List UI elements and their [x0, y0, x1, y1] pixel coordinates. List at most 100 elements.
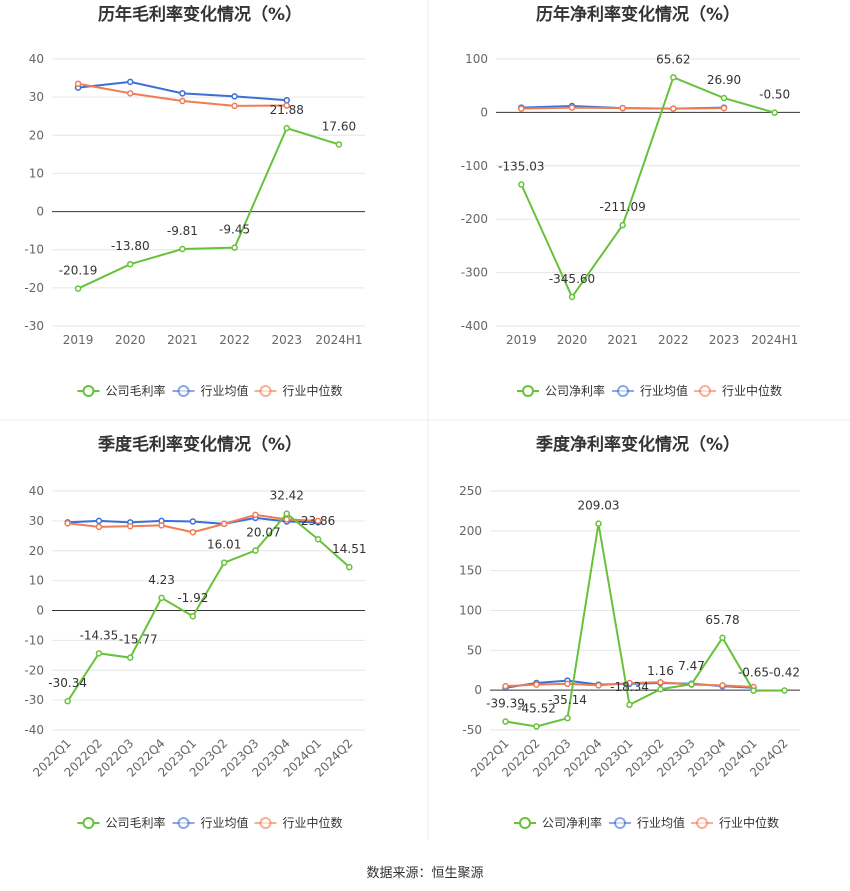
data-label: 1.16	[647, 664, 674, 678]
data-point-company	[771, 109, 778, 116]
data-point-company	[564, 714, 571, 722]
data-label: 7.47	[678, 659, 705, 673]
source-note: 数据来源：恒生聚源	[366, 866, 484, 881]
data-label: -20.19	[59, 264, 98, 278]
data-point-company	[688, 680, 695, 688]
y-tick-label: 10	[29, 574, 44, 588]
legend-swatch-marker	[82, 817, 95, 829]
data-point-company	[502, 718, 509, 725]
data-label: -1.92	[177, 591, 208, 605]
data-point-company	[189, 612, 197, 620]
data-point-company	[158, 594, 165, 602]
chart-quarterly-gross-margin: 季度毛利率变化情况（%）-40-30-20-100102030402022Q12…	[24, 434, 366, 830]
legend-swatch-marker	[522, 385, 534, 397]
data-point-industry_median	[283, 516, 290, 523]
legend-item: 公司净利率	[514, 815, 602, 830]
data-point-industry_median	[74, 80, 82, 88]
data-point-industry_median	[619, 104, 626, 112]
legend-swatch-marker	[617, 385, 629, 397]
data-point-industry_median	[719, 682, 726, 689]
y-tick-label: 100	[465, 52, 488, 66]
series-line-company	[66, 512, 351, 702]
data-point-industry_median	[720, 104, 728, 112]
data-point-industry_median	[64, 520, 71, 527]
y-tick-label: 40	[29, 52, 44, 66]
legend-item: 公司毛利率	[77, 383, 166, 398]
data-point-company	[657, 685, 664, 693]
legend-label: 行业中位数	[722, 383, 782, 398]
x-tick-label: 2022	[658, 333, 689, 347]
legend-swatch-marker	[177, 385, 190, 397]
y-tick-label: 50	[467, 643, 482, 657]
legend-item: 行业中位数	[691, 815, 779, 830]
data-point-industry_median	[95, 523, 103, 531]
data-point-company	[127, 260, 134, 268]
x-tick-label: 2023	[271, 333, 302, 347]
data-point-industry_median	[657, 678, 664, 686]
x-tick-label: 2023	[709, 333, 740, 347]
y-tick-label: 20	[29, 128, 44, 142]
data-point-industry_median	[626, 679, 633, 687]
chart-title: 季度毛利率变化情况（%）	[98, 434, 302, 455]
legend-item: 行业中位数	[254, 383, 343, 398]
data-point-company	[670, 74, 677, 81]
x-tick-label: 2020	[115, 333, 146, 347]
x-tick-label: 2021	[607, 333, 638, 347]
legend-item: 行业均值	[172, 815, 249, 830]
data-point-industry_median	[283, 102, 290, 109]
legend-swatch-marker	[177, 817, 190, 829]
legend-label: 公司净利率	[542, 815, 602, 830]
legend-swatch-marker	[699, 385, 711, 397]
x-tick-label: 2022	[219, 333, 250, 347]
data-point-industry_median	[220, 520, 228, 528]
data-point-company	[231, 244, 238, 251]
x-tick-label: 2019	[63, 333, 94, 347]
y-tick-label: 200	[459, 524, 482, 538]
y-tick-label: -20	[24, 663, 44, 677]
data-label: 65.62	[656, 52, 690, 66]
data-point-industry_median	[231, 102, 238, 110]
data-point-industry_median	[127, 523, 134, 530]
chart-quarterly-net-margin: 季度净利率变化情况（%）-500501001502002502022Q12022…	[459, 434, 800, 830]
y-tick-label: 0	[480, 105, 488, 119]
y-tick-label: -40	[24, 723, 44, 737]
data-label: -345.60	[549, 272, 595, 286]
legend-swatch-marker	[82, 385, 95, 397]
legend-item: 行业中位数	[694, 383, 782, 398]
data-label: 26.90	[707, 73, 741, 87]
data-label: 65.78	[705, 613, 739, 627]
y-tick-label: 150	[459, 564, 482, 578]
data-point-company	[252, 547, 259, 554]
data-point-industry_median	[314, 517, 322, 525]
y-tick-label: -200	[461, 212, 488, 226]
legend-item: 公司净利率	[517, 383, 605, 398]
data-label: -18.34	[610, 680, 649, 694]
x-tick-label: 2019	[506, 333, 537, 347]
data-point-company	[518, 181, 525, 188]
series-line-company	[505, 523, 785, 728]
chart-annual-net-margin: 历年净利率变化情况（%） -400 -300 -200 -100 0 100 2019 2020…	[461, 4, 800, 398]
data-point-industry_median	[252, 511, 259, 519]
data-point-company	[568, 293, 576, 301]
y-tick-label: -10	[24, 633, 44, 647]
y-tick-label: -300	[461, 266, 488, 280]
data-label: -9.81	[167, 224, 198, 238]
data-point-industry_median	[189, 528, 197, 536]
data-label: -35.14	[548, 693, 587, 707]
data-point-industry_median	[568, 104, 576, 111]
x-tick-label: 2021	[167, 333, 198, 347]
data-point-company	[74, 285, 82, 292]
data-point-industry_avg	[127, 78, 134, 86]
y-tick-label: -30	[24, 319, 44, 333]
data-point-industry_median	[518, 105, 525, 112]
data-label: 32.42	[270, 489, 304, 503]
legend-label: 行业均值	[640, 383, 688, 398]
data-point-industry_avg	[283, 96, 290, 104]
data-label: -45.52	[517, 701, 556, 715]
data-point-company	[283, 510, 290, 517]
data-point-industry_avg	[231, 93, 238, 100]
data-point-industry_median	[533, 681, 540, 688]
legend-swatch-marker	[614, 817, 626, 829]
y-tick-label: 0	[36, 205, 44, 219]
